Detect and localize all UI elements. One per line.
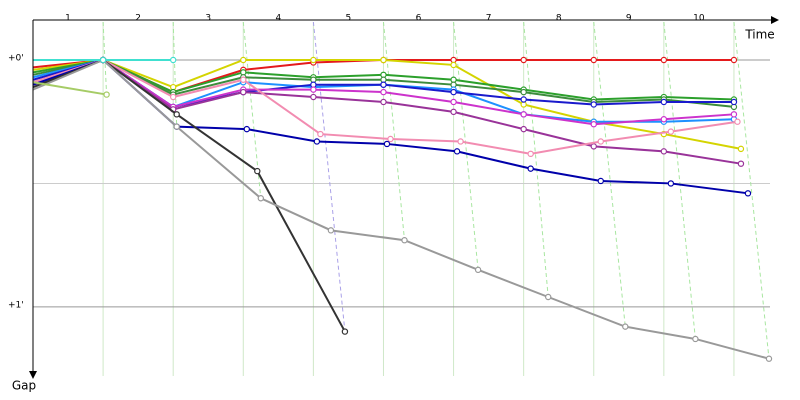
plot (32, 56, 773, 362)
lap-crossing (382, 21, 405, 241)
point (310, 56, 317, 64)
lap-label: 7 (486, 14, 492, 24)
point (765, 355, 773, 362)
point (520, 125, 527, 133)
point (660, 56, 668, 64)
lap-crossing (312, 21, 346, 332)
lap-label: 2 (135, 14, 141, 24)
point (520, 56, 527, 64)
point (387, 135, 394, 143)
point (317, 130, 324, 138)
point (457, 138, 464, 145)
lap-label: 5 (346, 14, 352, 24)
point (401, 237, 408, 244)
point (660, 148, 668, 155)
point (173, 111, 180, 118)
point (520, 96, 527, 103)
point (520, 88, 527, 96)
y-tick-label: +1' (8, 300, 24, 310)
lap-label: 6 (416, 14, 422, 24)
point (544, 293, 552, 301)
point (380, 56, 387, 64)
point (327, 227, 335, 234)
point (737, 145, 745, 153)
point (590, 56, 597, 64)
lap-label: 8 (556, 14, 562, 24)
point (730, 98, 738, 106)
point (450, 108, 457, 116)
point (590, 120, 597, 128)
y-axis-label: Gap (12, 379, 36, 393)
point (257, 195, 265, 202)
point (240, 76, 247, 83)
point (590, 101, 597, 108)
lap-label: 10 (693, 14, 705, 24)
lap-crossing (663, 21, 696, 340)
point (169, 56, 177, 64)
point (597, 177, 604, 185)
lap-crossing (733, 21, 770, 359)
point (240, 88, 247, 96)
point (527, 150, 534, 158)
point (380, 88, 387, 96)
point (310, 93, 317, 101)
point (730, 56, 738, 64)
point (243, 125, 250, 133)
point (744, 190, 752, 197)
point (450, 98, 457, 106)
point (734, 118, 741, 125)
point (692, 335, 699, 343)
point (453, 148, 461, 155)
point (450, 88, 457, 96)
point (450, 61, 457, 69)
lap-crossing (593, 21, 626, 327)
x-axis-label: Time (744, 28, 774, 42)
point (474, 266, 482, 274)
point (383, 140, 391, 148)
point (99, 56, 107, 64)
lap-crossing (523, 21, 549, 298)
point (380, 81, 387, 88)
y-tick-label: +0' (8, 54, 24, 64)
point (667, 128, 675, 135)
point (313, 138, 321, 145)
point (254, 167, 261, 175)
point (590, 143, 597, 150)
point (103, 91, 110, 98)
lap-label: 1 (65, 14, 71, 24)
point (341, 328, 349, 335)
point (169, 93, 177, 101)
point (240, 56, 247, 64)
point (527, 165, 534, 172)
point (737, 160, 745, 167)
point (173, 123, 180, 130)
series-line (32, 81, 107, 96)
lap-label: 9 (626, 14, 632, 24)
series-line (32, 58, 742, 150)
point (380, 98, 387, 106)
point (597, 138, 604, 145)
point (730, 111, 738, 118)
point (310, 86, 317, 93)
point (520, 111, 527, 118)
point (660, 116, 668, 123)
lap-label: 4 (275, 14, 281, 24)
point (660, 98, 668, 106)
point (667, 180, 675, 187)
lap-label: 3 (205, 14, 211, 24)
point (622, 323, 629, 330)
